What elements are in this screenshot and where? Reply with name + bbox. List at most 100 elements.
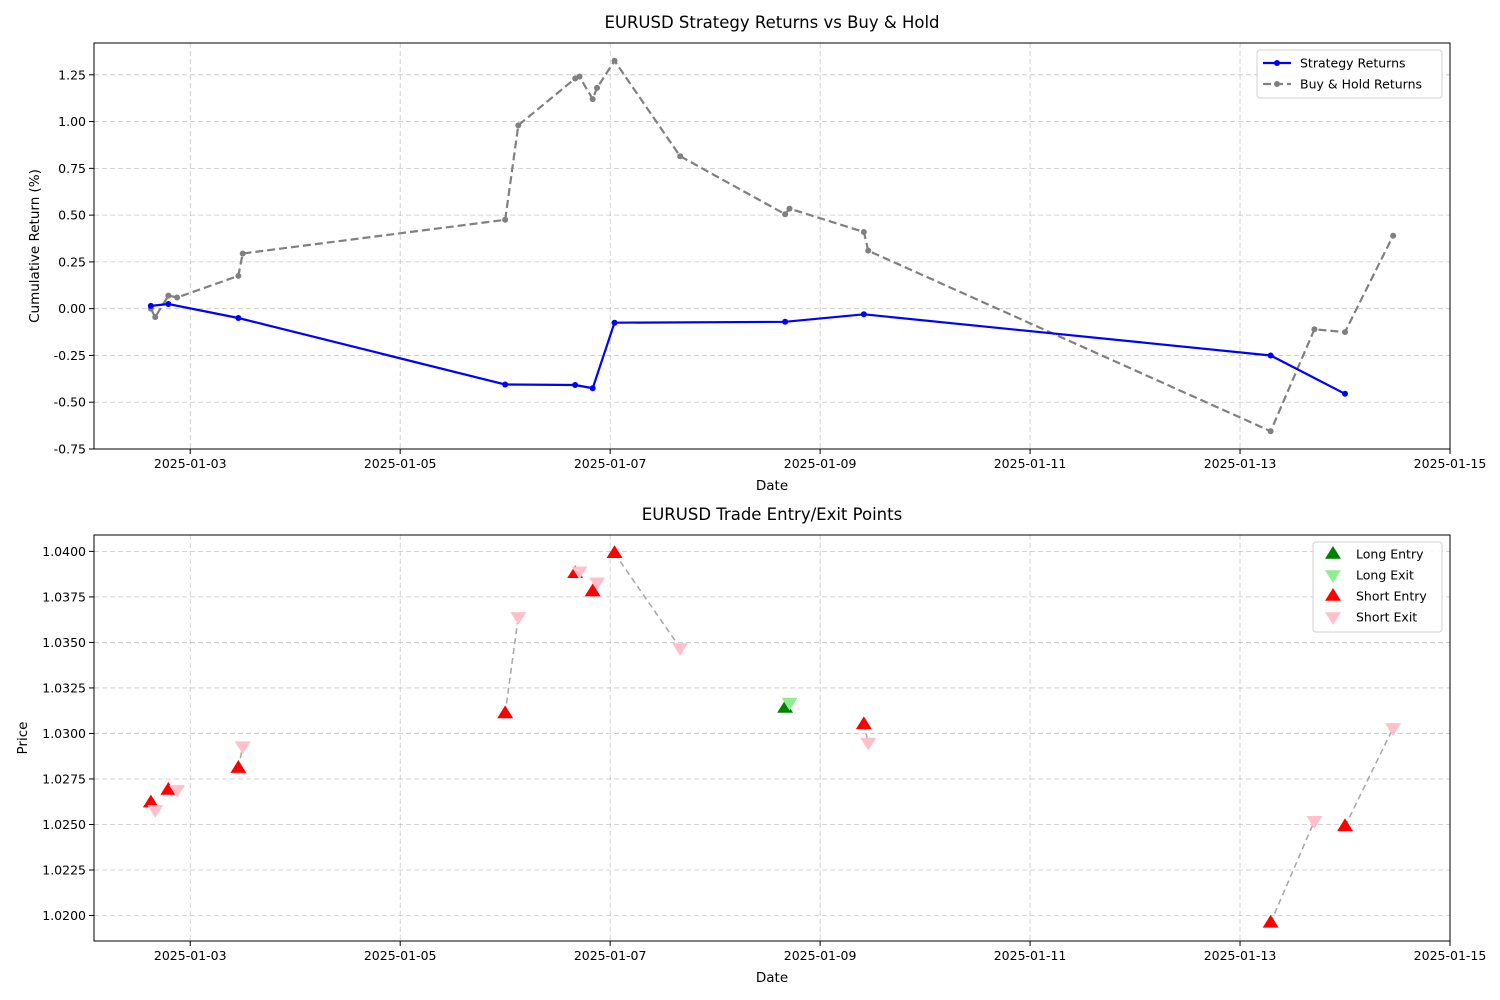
entry-marker (855, 716, 872, 730)
data-point (152, 314, 159, 321)
data-point (515, 122, 522, 129)
data-point (1267, 352, 1274, 359)
trade-connector (504, 616, 520, 714)
entry-marker (230, 760, 247, 773)
exit-marker (510, 612, 527, 625)
chart-2: EURUSD Trade Entry/Exit Points 2025-01-03… (15, 505, 1486, 986)
data-point (165, 292, 172, 299)
data-point (860, 311, 867, 318)
x-tick-label: 2025-01-05 (364, 456, 437, 471)
y-tick-label: 0.25 (58, 254, 86, 269)
y-tick-label: 1.0300 (42, 726, 86, 741)
y-tick-label: 0.50 (58, 208, 86, 223)
legend-marker (1325, 612, 1341, 625)
legend-entry: Short Exit (1356, 610, 1417, 625)
data-point (1342, 329, 1349, 336)
legend: Long Entry Long Exit Short Entry Short Exit (1312, 541, 1443, 633)
x-tick-label: 2025-01-09 (784, 456, 857, 471)
x-tick-label: 2025-01-15 (1414, 456, 1487, 471)
x-tick-label: 2025-01-09 (784, 948, 857, 963)
entry-marker (606, 545, 623, 559)
data-point (239, 250, 246, 257)
exit-marker (1306, 816, 1323, 829)
x-tick-label: 2025-01-11 (994, 456, 1067, 471)
legend-marker (1274, 60, 1280, 66)
data-point (235, 272, 242, 279)
trade-connector (613, 552, 681, 649)
exit-marker (169, 785, 186, 798)
grid (94, 535, 1451, 941)
chart-1: EURUSD Strategy Returns vs Buy & Hold 202… (27, 13, 1486, 494)
trade-connector (1344, 727, 1394, 827)
data-point (786, 205, 793, 212)
legend-marker (1325, 588, 1341, 601)
entry-marker (497, 705, 514, 719)
legend-box (1312, 541, 1443, 633)
y-tick-label: 1.0400 (42, 544, 86, 559)
legend: Strategy Returns Buy & Hold Returns (1256, 49, 1443, 99)
y-axis-label: Cumulative Return (%) (27, 169, 43, 323)
y-tick-label: 1.0275 (42, 771, 86, 786)
legend-entry: Strategy Returns (1300, 56, 1406, 71)
data-point (1390, 232, 1397, 239)
y-tick-label: 0.75 (58, 161, 86, 176)
entry-marker (584, 583, 601, 597)
x-tick-label: 2025-01-13 (1204, 948, 1277, 963)
data-point (589, 385, 596, 392)
data-point (782, 211, 789, 218)
data-point (860, 228, 867, 235)
data-point (589, 96, 596, 103)
exit-marker (860, 737, 877, 751)
data-point (1311, 326, 1318, 333)
data-point (502, 381, 509, 388)
data-point (147, 302, 154, 309)
grid (94, 43, 1451, 450)
x-tick-label: 2025-01-15 (1414, 948, 1487, 963)
chart-title: EURUSD Trade Entry/Exit Points (642, 505, 902, 524)
y-tick-label: 1.0225 (42, 862, 86, 877)
x-axis-label: Date (756, 970, 788, 986)
x-axis-label: Date (756, 478, 788, 494)
legend-entry: Buy & Hold Returns (1300, 77, 1422, 92)
exit-marker (147, 805, 164, 818)
series-buy-hold-returns (147, 57, 1397, 435)
exit-marker (571, 566, 588, 580)
y-tick-label: -0.50 (54, 395, 86, 410)
data-point (865, 247, 872, 254)
entry-marker (1337, 818, 1353, 832)
exit-marker (672, 643, 689, 656)
x-tick-label: 2025-01-03 (154, 948, 227, 963)
data-point (576, 73, 583, 80)
legend-box (1256, 49, 1443, 99)
entry-marker (142, 794, 159, 808)
x-tick-label: 2025-01-03 (154, 456, 227, 471)
entry-marker (1262, 914, 1279, 928)
data-point (677, 153, 684, 160)
x-tick-label: 2025-01-05 (364, 948, 437, 963)
y-tick-label: -0.25 (54, 348, 86, 363)
data-point (174, 294, 181, 301)
legend-marker (1325, 546, 1341, 559)
data-point (782, 318, 789, 325)
axes-frame (93, 42, 1451, 450)
y-tick-label: 1.0325 (42, 680, 86, 695)
data-point (594, 84, 601, 91)
legend-marker (1274, 81, 1280, 87)
data-point (611, 57, 618, 64)
y-tick-label: 1.0375 (42, 589, 86, 604)
y-tick-label: 0.00 (58, 301, 86, 316)
legend-entry: Short Entry (1356, 589, 1427, 604)
exit-marker (1385, 723, 1402, 736)
x-tick-label: 2025-01-07 (574, 948, 647, 963)
exit-marker (234, 741, 251, 755)
axes-frame (93, 534, 1451, 942)
data-point (572, 382, 579, 389)
y-tick-label: 1.0250 (42, 817, 86, 832)
chart-title: EURUSD Strategy Returns vs Buy & Hold (604, 13, 939, 32)
data-point (235, 315, 242, 322)
entry-marker (160, 781, 177, 795)
trade-connector (1269, 820, 1316, 924)
y-axis-label: Price (15, 722, 31, 755)
series-strategy-returns (147, 301, 1349, 397)
exit-marker (589, 577, 605, 591)
